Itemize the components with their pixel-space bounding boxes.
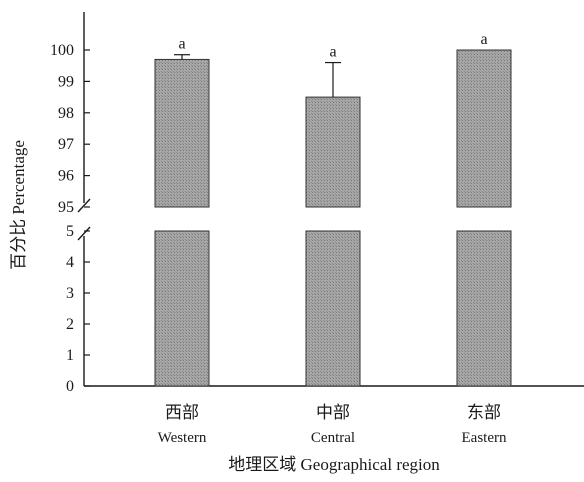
y-axis-title: 百分比 Percentage	[9, 140, 28, 270]
y-tick-label: 3	[66, 285, 74, 302]
x-axis-title: 地理区域 Geographical region	[228, 455, 440, 474]
significance-label: a	[329, 44, 336, 61]
significance-label: a	[178, 36, 185, 53]
bar-upper-eastern	[456, 49, 512, 208]
y-tick-label: 99	[58, 73, 74, 90]
bar-lower-central	[305, 230, 361, 387]
x-tick-label-en: Eastern	[462, 430, 507, 446]
y-tick-label: 95	[58, 199, 74, 216]
y-tick-label: 1	[66, 347, 74, 364]
y-tick-label: 100	[50, 42, 74, 59]
bar-lower-eastern	[456, 230, 512, 387]
y-tick-label: 97	[58, 136, 74, 153]
y-tick-label: 0	[66, 378, 74, 395]
y-tick-label: 5	[66, 223, 74, 240]
bar-lower-western	[154, 230, 210, 387]
axis-break-mark-upper	[77, 198, 91, 213]
axis-break-mark-lower	[77, 226, 91, 241]
y-tick-label: 98	[58, 105, 74, 122]
x-tick-label-en: Central	[311, 430, 355, 446]
bar-upper-western	[154, 58, 210, 208]
y-tick-label: 2	[66, 316, 74, 333]
x-tick-label-en: Western	[158, 430, 207, 446]
x-tick-label-cn: 西部	[165, 403, 199, 422]
x-tick-label-cn: 东部	[467, 403, 501, 422]
significance-label: a	[480, 31, 487, 48]
y-tick-label: 96	[58, 168, 74, 185]
x-tick-label-cn: 中部	[316, 403, 350, 422]
y-tick-label: 4	[66, 254, 74, 271]
bar-upper-central	[305, 96, 361, 208]
